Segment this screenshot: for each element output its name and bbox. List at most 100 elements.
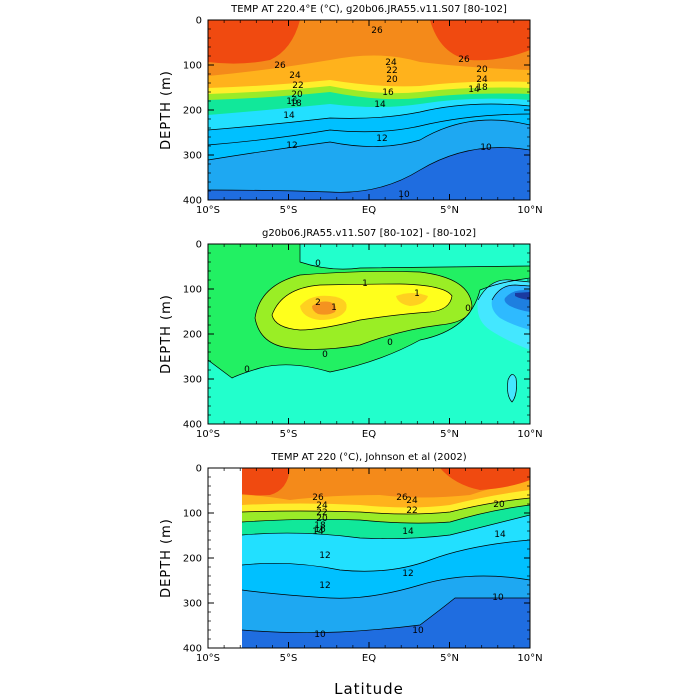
contour-label: 20 xyxy=(493,500,505,510)
contour-label: 1 xyxy=(331,303,337,313)
panel-1-ylabel: DEPTH (m) xyxy=(159,70,174,150)
contour-label: 0 xyxy=(322,350,328,360)
x-tick-label: EQ xyxy=(362,429,376,440)
panel-1-contour-labels: 2626262424242222202020181816161414141212… xyxy=(274,26,492,200)
contour-label: 20 xyxy=(316,514,328,524)
contour-label: 14 xyxy=(374,100,386,110)
contour-label: 24 xyxy=(316,501,328,511)
contour-label: 24 xyxy=(406,496,418,506)
x-axis-label: Latitude xyxy=(334,680,404,698)
x-tick-label: 5°S xyxy=(280,653,298,664)
contour-label: 16 xyxy=(314,525,326,535)
panel-3-axes: 10°S 5°S EQ 5°N 10°N 0 100 200 300 400 xyxy=(183,464,543,665)
contour-label: 26 xyxy=(312,493,324,503)
contour-label: 20 xyxy=(476,65,488,75)
contour-label: 2 xyxy=(315,298,321,308)
contour-label: 14 xyxy=(283,111,295,121)
contour-label: 22 xyxy=(292,81,303,91)
contour-label: 22 xyxy=(406,506,417,516)
y-tick-label: 0 xyxy=(196,240,202,251)
y-tick-label: 200 xyxy=(183,330,202,341)
contour-label: 18 xyxy=(476,83,488,93)
panel-1-contours xyxy=(208,20,530,200)
panel-3-contours xyxy=(241,468,530,648)
panel-1-title: TEMP AT 220.4°E (°C), g20b06.JRA55.v11.S… xyxy=(230,4,507,15)
contour-label: 12 xyxy=(319,551,330,561)
contour-label: 12 xyxy=(319,581,330,591)
y-tick-label: 200 xyxy=(183,106,202,117)
panel-3: TEMP AT 220 (°C), Johnson et al (2002) D… xyxy=(159,452,543,698)
contour-label: 16 xyxy=(382,88,394,98)
contour-label: 24 xyxy=(476,75,488,85)
contour-label: 0 xyxy=(387,338,393,348)
contour-label: 20 xyxy=(291,90,303,100)
y-tick-label: 200 xyxy=(183,554,202,565)
contour-label: 12 xyxy=(376,134,387,144)
y-tick-label: 400 xyxy=(183,196,202,207)
panel-2: g20b06.JRA55.v11.S07 [80-102] - [80-102]… xyxy=(159,228,543,440)
y-tick-label: 0 xyxy=(196,16,202,27)
x-tick-label: 5°S xyxy=(280,205,298,216)
y-tick-label: 100 xyxy=(183,61,202,72)
panel-1-axes: 10°S 5°S EQ 5°N 10°N 0 100 200 300 400 xyxy=(183,16,543,217)
contour-label: 10 xyxy=(412,626,424,636)
contour-label: 18 xyxy=(290,99,302,109)
panel-2-title: g20b06.JRA55.v11.S07 [80-102] - [80-102] xyxy=(262,228,476,239)
y-tick-label: 100 xyxy=(183,509,202,520)
contour-label: 14 xyxy=(402,527,414,537)
panel-2-ylabel: DEPTH (m) xyxy=(159,294,174,374)
contour-label: 1 xyxy=(414,289,420,299)
contour-label: 0 xyxy=(244,365,250,375)
contour-label: 20 xyxy=(386,75,398,85)
x-tick-label: 10°S xyxy=(196,653,220,664)
contour-label: 26 xyxy=(458,55,470,65)
contour-label: 24 xyxy=(385,58,397,68)
x-tick-label: 5°N xyxy=(440,205,459,216)
contour-label: 10 xyxy=(398,190,410,200)
y-tick-label: 300 xyxy=(183,599,202,610)
contour-label: 22 xyxy=(386,66,397,76)
y-tick-label: 400 xyxy=(183,644,202,655)
x-tick-label: 10°N xyxy=(517,429,542,440)
y-tick-label: 100 xyxy=(183,285,202,296)
contour-label: 16 xyxy=(286,97,298,107)
contour-label: 10 xyxy=(314,630,326,640)
x-tick-label: 5°N xyxy=(440,429,459,440)
panel-1: TEMP AT 220.4°E (°C), g20b06.JRA55.v11.S… xyxy=(159,4,543,216)
x-tick-label: EQ xyxy=(362,653,376,664)
contour-label: 24 xyxy=(289,71,301,81)
panel-3-title: TEMP AT 220 (°C), Johnson et al (2002) xyxy=(270,452,466,463)
x-tick-label: 5°S xyxy=(280,429,298,440)
contour-label: 12 xyxy=(402,569,413,579)
contour-label: 1 xyxy=(362,279,368,289)
y-tick-label: 0 xyxy=(196,464,202,475)
x-tick-label: EQ xyxy=(362,205,376,216)
contour-label: 10 xyxy=(492,593,504,603)
contour-label: 14 xyxy=(312,527,324,537)
x-tick-label: 5°N xyxy=(440,653,459,664)
contour-label: 18 xyxy=(314,521,326,531)
x-tick-label: 10°N xyxy=(517,653,542,664)
contour-label: 0 xyxy=(315,259,321,269)
y-tick-label: 300 xyxy=(183,151,202,162)
contour-label: 0 xyxy=(465,304,471,314)
contour-label: 22 xyxy=(316,508,327,518)
y-tick-label: 300 xyxy=(183,375,202,386)
x-tick-label: 10°S xyxy=(196,205,220,216)
contour-label: 26 xyxy=(274,61,286,71)
x-tick-label: 10°S xyxy=(196,429,220,440)
contour-label: 12 xyxy=(286,141,297,151)
contour-label: 10 xyxy=(480,143,492,153)
contour-label: 14 xyxy=(494,530,506,540)
contour-label: 14 xyxy=(468,85,480,95)
y-tick-label: 400 xyxy=(183,420,202,431)
panel-3-ylabel: DEPTH (m) xyxy=(159,518,174,598)
contour-label: 26 xyxy=(396,493,408,503)
x-tick-label: 10°N xyxy=(517,205,542,216)
panel-2-contours xyxy=(208,244,530,424)
contour-label: 26 xyxy=(371,26,383,36)
